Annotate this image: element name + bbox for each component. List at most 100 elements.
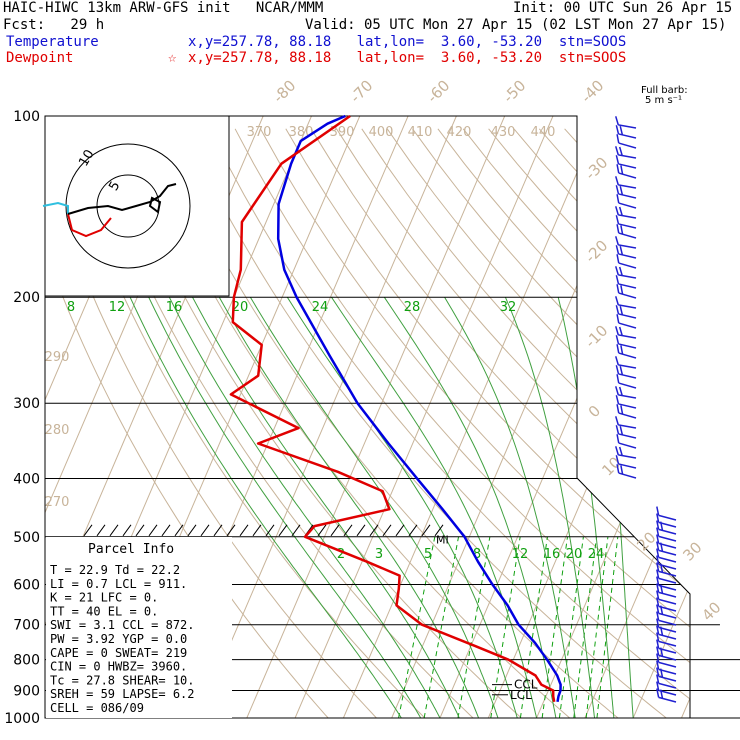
wind-barb [656,548,677,563]
mixing-ratio-label: 3 [375,547,383,562]
mixing-ratio-label: 5 [424,547,432,562]
hash-mark [343,524,353,537]
wind-barb [615,206,637,219]
isotherm-label: -20 [581,236,611,266]
hash-mark [226,524,236,537]
moist-adiabat [504,297,596,718]
wind-barb [656,646,677,661]
hash-mark [213,524,223,537]
hash-mark [291,524,301,537]
forecast-hour: Fcst: 29 h [3,17,105,33]
hash-mark [317,524,327,537]
parcel-row: SREH = 59 LAPSE= 6.2 [50,687,195,701]
init-time: Init: 00 UTC Sun 26 Apr 15 [513,0,733,16]
isotherm-label: 20 [633,528,659,554]
wind-barb [656,611,677,626]
wind-barb [615,236,637,249]
parcel-row: CAPE = 0 SWEAT= 219 [50,646,187,660]
wind-barb [615,125,637,139]
wind-barb [616,464,637,479]
pressure-label-400: 400 [13,471,40,487]
dry-adiabat [82,128,487,718]
hash-mark [382,524,392,537]
mixing-ratio-line [519,536,548,718]
pressure-label-500: 500 [13,530,40,546]
wind-barb [615,215,637,229]
wind-barb [616,314,637,329]
dewpoint-location: x,y=257.78, 88.18 lat,lon= 3.60, -53.20 … [188,50,627,66]
wind-barb [615,416,637,429]
wind-barb [615,356,637,369]
mixing-ratio-label: 24 [312,300,329,315]
hash-mark [434,524,444,537]
mixing-ratio-line [585,536,609,718]
wind-barb [656,506,677,521]
wind-barb [615,245,637,259]
parcel-title: Parcel Info [88,542,174,557]
pressure-label-800: 800 [13,653,40,669]
isotherm-label: -50 [499,76,529,106]
wind-barb [656,590,677,605]
parcel-row: K = 21 LFC = 0. [50,591,158,605]
isotherm-line [730,116,740,718]
hash-mark [161,524,171,537]
hash-mark [148,524,158,537]
dry-adiabat [361,128,690,718]
wind-barbs [615,116,677,703]
theta-label: 370 [247,125,272,140]
dry-adiabat [285,128,690,718]
mixing-ratio-label: 32 [500,300,517,315]
isotherm-label: -70 [346,76,376,106]
isotherm-line [536,116,690,718]
hash-mark [369,524,379,537]
wind-barb [616,134,637,149]
parcel-row: CELL = 086/09 [50,701,144,715]
dewpoint-star-icon: ☆ [168,50,177,66]
isotherm-label: 40 [698,598,724,624]
mixing-ratio-label: 24 [588,547,605,562]
dry-adiabat [234,128,690,718]
mixing-ratio-label: 12 [109,300,126,315]
mixing-ratio-line [457,536,491,718]
mixing-ratio-label: 12 [512,547,529,562]
hash-mark [408,524,418,537]
wind-barb [615,266,637,279]
mixing-ratio-label: 8 [473,547,481,562]
parcel-row: T = 22.9 Td = 22.2 [50,563,180,577]
dry-adiabat [462,128,690,718]
isotherm-label: -60 [423,76,453,106]
mixing-ratio-line [573,536,598,718]
dry-adiabat [107,128,536,718]
wind-barb [656,541,677,556]
theta-label: 400 [369,125,394,140]
parcel-row: Tc = 27.8 SHEAR= 10. [50,673,195,687]
wind-barb [615,335,637,349]
hash-mark [83,524,93,537]
hash-mark [200,524,210,537]
isotherm-line [246,116,506,718]
wind-barb [616,404,637,419]
hodograph: 105 [42,115,230,297]
mixing-ratio-line [558,536,584,718]
isotherm-label: -40 [577,76,607,106]
marker-mi: MI [436,533,449,546]
hash-mark [174,524,184,537]
wind-barb [656,625,677,640]
hash-mark [265,524,275,537]
theta-label: 290 [45,350,70,365]
hash-mark [122,524,132,537]
theta-label: 270 [45,495,70,510]
hash-mark [187,524,197,537]
hodograph-trace-low [42,201,69,214]
mixing-ratio-line [398,536,436,718]
wind-barb [616,164,637,179]
wind-barb [656,688,677,703]
parcel-row: CIN = 0 HWBZ= 3960. [50,660,187,674]
theta-label: 440 [531,125,556,140]
parcel-row: SWI = 3.1 CCL = 872. [50,618,195,632]
hash-mark [278,524,288,537]
theta-label: 430 [491,125,516,140]
wind-barb [615,146,637,159]
dry-adiabat [336,128,690,718]
isotherm-label: 30 [679,538,705,564]
